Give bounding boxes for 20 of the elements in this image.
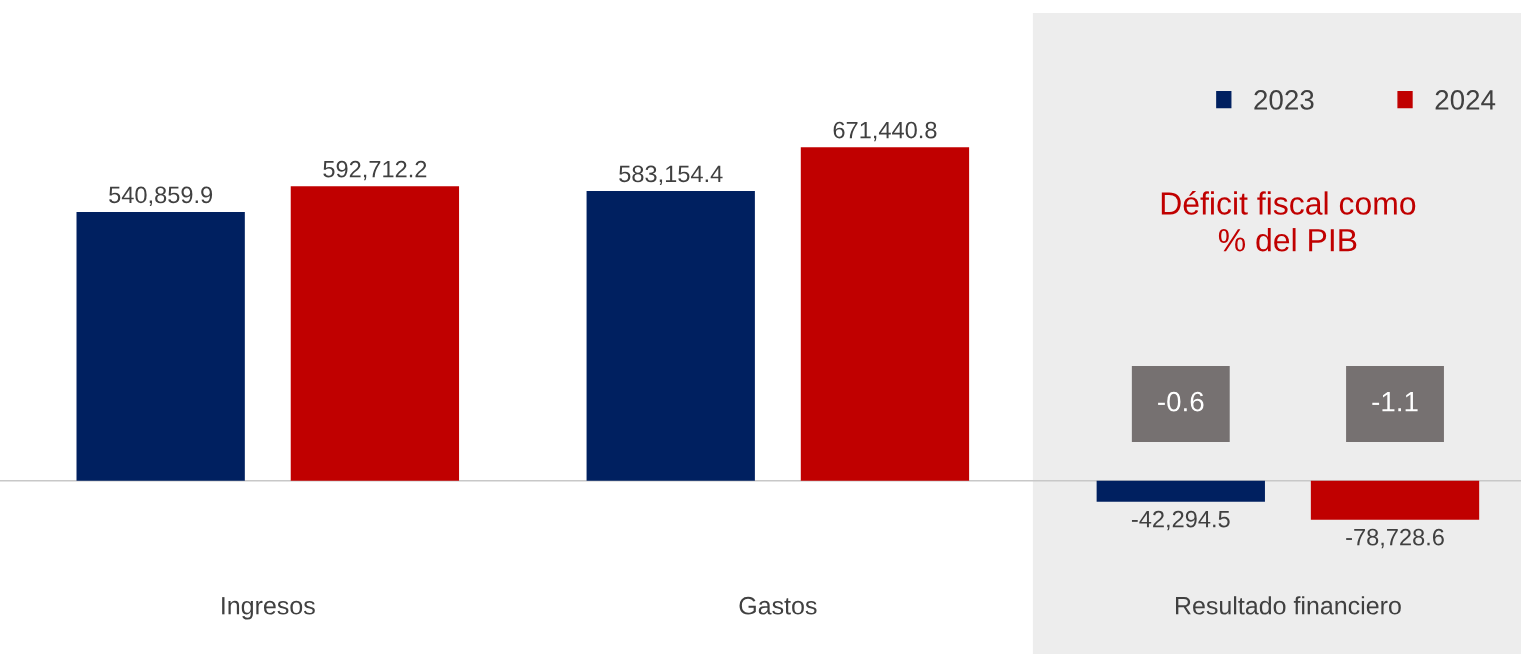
data-label: -42,294.5 — [1131, 510, 1230, 531]
annotation: -1.1 — [1372, 392, 1418, 412]
data-label: 592,712.2 — [323, 160, 427, 181]
data-label: 540,859.9 — [109, 186, 213, 207]
x-tick-label: Gastos — [739, 596, 817, 615]
legend-label: 2023 — [1254, 90, 1314, 110]
bar — [800, 147, 970, 481]
x-tick-label: Ingresos — [222, 597, 315, 620]
bar — [290, 186, 460, 481]
x-tick-label: Resultado financiero — [1176, 596, 1401, 615]
data-label: -78,728.6 — [1346, 528, 1444, 549]
data-label: 671,440.8 — [833, 121, 937, 142]
bar — [1310, 480, 1480, 520]
data-label: 583,154.4 — [619, 165, 723, 186]
annotation: -0.6 — [1158, 391, 1204, 412]
bar — [1096, 480, 1265, 502]
annotation: Déficit fiscal como % del PIB — [1161, 190, 1416, 252]
bar — [586, 191, 755, 481]
bar — [76, 212, 245, 481]
legend-label: 2024 — [1435, 90, 1496, 110]
